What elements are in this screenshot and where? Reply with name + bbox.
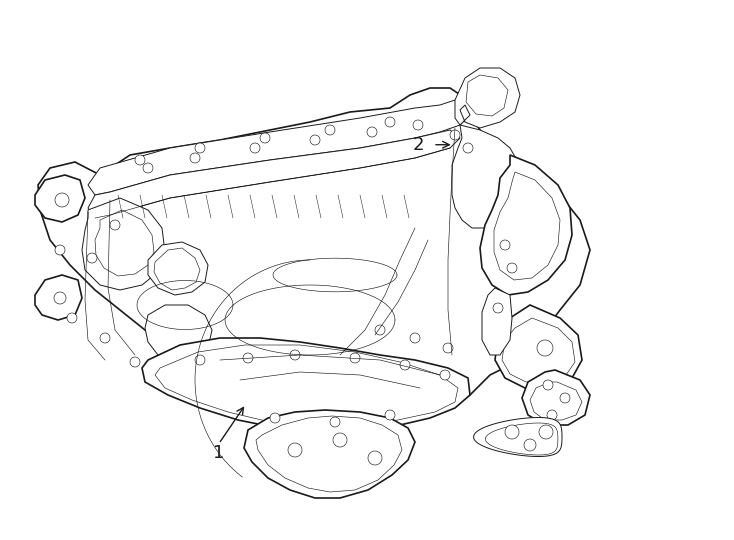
Circle shape xyxy=(367,127,377,137)
Circle shape xyxy=(539,425,553,439)
Circle shape xyxy=(87,253,97,263)
Polygon shape xyxy=(38,88,590,428)
Circle shape xyxy=(55,193,69,207)
Circle shape xyxy=(333,433,347,447)
Circle shape xyxy=(243,353,253,363)
Circle shape xyxy=(450,130,460,140)
Circle shape xyxy=(500,240,510,250)
Circle shape xyxy=(400,360,410,370)
Circle shape xyxy=(463,143,473,153)
Circle shape xyxy=(290,350,300,360)
Circle shape xyxy=(493,303,503,313)
Circle shape xyxy=(143,163,153,173)
Circle shape xyxy=(310,135,320,145)
Circle shape xyxy=(537,340,553,356)
Circle shape xyxy=(110,220,120,230)
Polygon shape xyxy=(522,370,590,425)
Circle shape xyxy=(440,370,450,380)
Polygon shape xyxy=(148,242,208,295)
Polygon shape xyxy=(142,338,470,432)
Circle shape xyxy=(270,413,280,423)
Polygon shape xyxy=(35,175,85,222)
Circle shape xyxy=(507,263,517,273)
Circle shape xyxy=(385,117,395,127)
Circle shape xyxy=(375,325,385,335)
Circle shape xyxy=(505,425,519,439)
Polygon shape xyxy=(480,155,572,295)
Circle shape xyxy=(410,333,420,343)
Text: 2: 2 xyxy=(413,136,424,154)
Polygon shape xyxy=(145,305,212,362)
Circle shape xyxy=(130,357,140,367)
Circle shape xyxy=(413,120,423,130)
Circle shape xyxy=(350,353,360,363)
Polygon shape xyxy=(88,130,460,218)
Circle shape xyxy=(195,355,205,365)
Circle shape xyxy=(560,393,570,403)
Circle shape xyxy=(547,410,557,420)
Text: 1: 1 xyxy=(213,443,225,462)
Circle shape xyxy=(288,443,302,457)
Circle shape xyxy=(330,417,340,427)
Polygon shape xyxy=(82,198,165,290)
Circle shape xyxy=(100,333,110,343)
Circle shape xyxy=(260,133,270,143)
Circle shape xyxy=(135,155,145,165)
Circle shape xyxy=(67,313,77,323)
Circle shape xyxy=(443,343,453,353)
Circle shape xyxy=(54,292,66,304)
Circle shape xyxy=(325,125,335,135)
Circle shape xyxy=(250,143,260,153)
Circle shape xyxy=(385,410,395,420)
Polygon shape xyxy=(35,275,82,320)
Polygon shape xyxy=(244,410,415,498)
Circle shape xyxy=(195,143,205,153)
Polygon shape xyxy=(466,75,508,116)
Polygon shape xyxy=(473,417,562,456)
Circle shape xyxy=(524,439,536,451)
Circle shape xyxy=(55,245,65,255)
Circle shape xyxy=(543,380,553,390)
Polygon shape xyxy=(88,100,470,195)
Circle shape xyxy=(190,153,200,163)
Polygon shape xyxy=(482,288,512,355)
Circle shape xyxy=(368,451,382,465)
Polygon shape xyxy=(452,125,518,228)
Polygon shape xyxy=(495,305,582,388)
Polygon shape xyxy=(455,68,520,128)
